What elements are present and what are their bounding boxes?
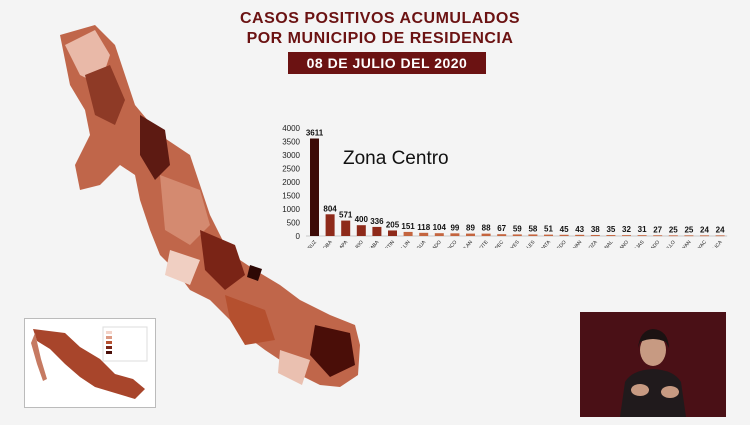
map-light-patch-a	[165, 250, 200, 285]
zone-label: Zona Centro	[343, 148, 449, 169]
bar-value-label: 25	[684, 225, 693, 234]
x-category-label: PEROTE	[472, 239, 490, 248]
bar-boca-del-rio	[356, 225, 366, 236]
bar-value-label: 51	[544, 225, 553, 234]
bar-ixtaczoquitlan	[466, 233, 475, 236]
date-banner: 08 DE JULIO DEL 2020	[288, 52, 486, 74]
bar-perote	[481, 233, 491, 236]
bar-medellin	[403, 231, 413, 236]
bar-value-label: 205	[386, 220, 400, 229]
bar-alvarado	[434, 233, 444, 236]
bar-value-label: 67	[497, 224, 506, 233]
map-south-darkest	[310, 325, 355, 377]
bar-zongolica	[715, 235, 725, 237]
bar-value-label: 336	[370, 217, 384, 226]
mexico-inset-shape	[31, 326, 148, 399]
bar-value-label: 38	[591, 225, 600, 234]
bar-coatepec	[497, 234, 507, 236]
bar-value-label: 35	[606, 225, 615, 234]
bar-value-label: 400	[355, 215, 369, 224]
map-center-dark	[200, 230, 245, 290]
bar-tlalixcoyan	[684, 235, 694, 237]
bar-la-antigua	[419, 232, 429, 236]
bar-value-label: 3611	[306, 129, 324, 138]
mexico-inset-map	[24, 318, 156, 408]
map-north-region	[60, 25, 360, 387]
x-category-label: FORTIN	[380, 239, 397, 248]
bar-value-label: 804	[323, 204, 337, 213]
bar-fortin	[388, 230, 397, 236]
bar-c-z-mendoza	[590, 234, 600, 236]
bar-value-label: 27	[653, 225, 662, 234]
bar-value-label: 118	[417, 223, 430, 232]
bar-chart: 0 500 1000 1500 2000 2500 3000 3500 4000 3611 804…	[282, 124, 728, 248]
interpreter-figure	[580, 312, 726, 417]
bar-value-label: 25	[669, 225, 678, 234]
veracruz-municipality-map	[60, 25, 360, 387]
map-center-mid	[160, 175, 210, 245]
bar-paso-de-ovejas	[637, 235, 647, 236]
bar-value-label: 24	[700, 225, 709, 234]
y-tick-label: 0	[296, 232, 301, 241]
x-category-label: XALAPA	[332, 239, 349, 248]
bar-cordoba	[325, 214, 335, 236]
bar-ursulo-galvan	[575, 234, 585, 236]
bar-value-label: 24	[716, 225, 725, 234]
y-tick-label: 2000	[282, 178, 300, 187]
bar-value-label: 88	[482, 224, 491, 233]
y-tick-label: 3000	[282, 151, 300, 160]
bar-ixhuatlancillo	[668, 235, 678, 237]
map-center-orange	[225, 295, 275, 345]
bar-value-label: 89	[466, 224, 475, 233]
bar-puente-nacional	[606, 235, 616, 236]
bar-value-label: 99	[450, 223, 459, 232]
y-tick-label: 3500	[282, 138, 300, 147]
bar-emiliano-zapata	[544, 234, 553, 236]
bar-mariano-escobedo	[559, 234, 569, 236]
bar-veracruz	[310, 138, 319, 236]
y-tick-label: 1000	[282, 205, 300, 214]
bar-value-label: 31	[638, 225, 647, 234]
map-huasteca	[85, 65, 125, 125]
x-axis-labels: VERACRUZCORDOBAXALAPABOCA DEL RIOORIZABA…	[296, 239, 724, 248]
bar-xalapa	[341, 220, 351, 236]
bar-mf-altamirano	[622, 235, 631, 236]
bar-value-label: 104	[433, 223, 447, 232]
bar-orizaba	[372, 226, 382, 236]
y-tick-label: 4000	[282, 124, 300, 133]
y-tick-label: 2500	[282, 165, 300, 174]
bar-value-label: 151	[401, 222, 415, 231]
bar-value-label: 45	[560, 225, 569, 234]
x-category-label: ATOYAC	[691, 239, 709, 248]
bar-nogales	[528, 234, 538, 236]
bar-value-label: 58	[528, 224, 537, 233]
bar-atoyac	[700, 235, 709, 237]
chart-title-line1: CASOS POSITIVOS ACUMULADOS	[240, 10, 520, 27]
bar-value-label: 43	[575, 225, 584, 234]
bar-s-de-doblado	[653, 235, 663, 237]
bar-value-label: 32	[622, 225, 631, 234]
sign-language-interpreter-video	[580, 312, 726, 417]
bar-rio-blanco	[450, 233, 460, 236]
bars-group	[310, 138, 725, 237]
x-category-label: ORIZABA	[362, 239, 381, 248]
y-tick-label: 1500	[282, 192, 300, 201]
bar-value-label: 59	[513, 224, 522, 233]
y-tick-label: 500	[287, 219, 301, 228]
map-coast-dark	[140, 115, 170, 180]
bar-value-label: 571	[339, 211, 353, 220]
map-vera-point	[247, 265, 262, 281]
chart-title-line2: POR MUNICIPIO DE RESIDENCIA	[246, 30, 514, 47]
bar-a-de-los-reyes	[512, 234, 522, 236]
map-south-light	[278, 350, 310, 385]
